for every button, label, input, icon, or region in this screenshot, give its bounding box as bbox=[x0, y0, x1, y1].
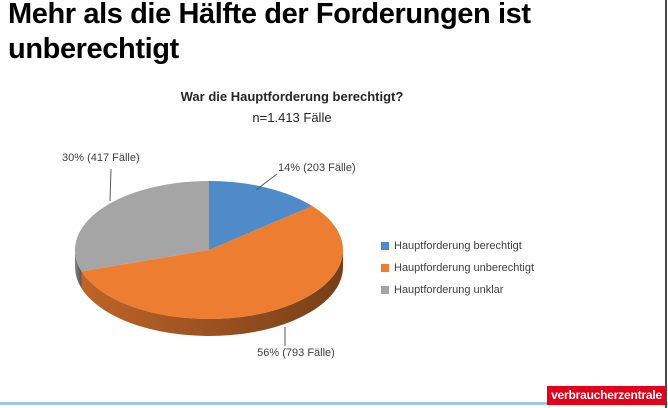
data-label-berechtigt: 14% (203 Fälle) bbox=[278, 162, 356, 174]
legend-swatch-orange-icon bbox=[381, 264, 389, 272]
legend-label-unklar: Hauptforderung unklar bbox=[394, 284, 504, 296]
legend-label-unberechtigt: Hauptforderung unberechtigt bbox=[394, 262, 535, 274]
window-right-border bbox=[665, 0, 667, 408]
leader-line-unklar bbox=[109, 168, 112, 202]
pie-slice-1 bbox=[81, 206, 344, 319]
chart-subtitle: n=1.413 Fälle bbox=[252, 110, 332, 125]
pie-slice-0 bbox=[209, 181, 313, 250]
slide-title-line2: unberechtigt bbox=[8, 33, 179, 65]
data-label-unklar: 30% (417 Fälle) bbox=[62, 152, 140, 164]
pie-slice-2 bbox=[74, 181, 209, 272]
legend-item-unberechtigt: Hauptforderung unberechtigt bbox=[381, 257, 534, 279]
slide-title: Mehr als die Hälfte der Forderungen ist … bbox=[8, 0, 628, 67]
slide-title-line1: Mehr als die Hälfte der Forderungen ist bbox=[8, 0, 531, 30]
pie-slice-side-1 bbox=[81, 250, 344, 336]
footer-rule bbox=[0, 402, 668, 405]
data-label-unberechtigt: 56% (793 Fälle) bbox=[257, 347, 335, 359]
legend-item-berechtigt: Hauptforderung berechtigt bbox=[381, 235, 534, 257]
chart-title: War die Hauptforderung berechtigt? bbox=[180, 89, 404, 104]
pie-slice-side-2 bbox=[75, 250, 82, 289]
legend-swatch-gray-icon bbox=[381, 286, 389, 294]
legend-swatch-blue-icon bbox=[381, 242, 389, 250]
leader-line-berechtigt bbox=[255, 173, 278, 191]
chart-legend: Hauptforderung berechtigt Hauptforderung… bbox=[381, 235, 534, 301]
legend-item-unklar: Hauptforderung unklar bbox=[381, 279, 534, 301]
verbraucherzentrale-logo: verbraucherzentrale bbox=[547, 386, 666, 405]
legend-label-berechtigt: Hauptforderung berechtigt bbox=[394, 240, 522, 252]
